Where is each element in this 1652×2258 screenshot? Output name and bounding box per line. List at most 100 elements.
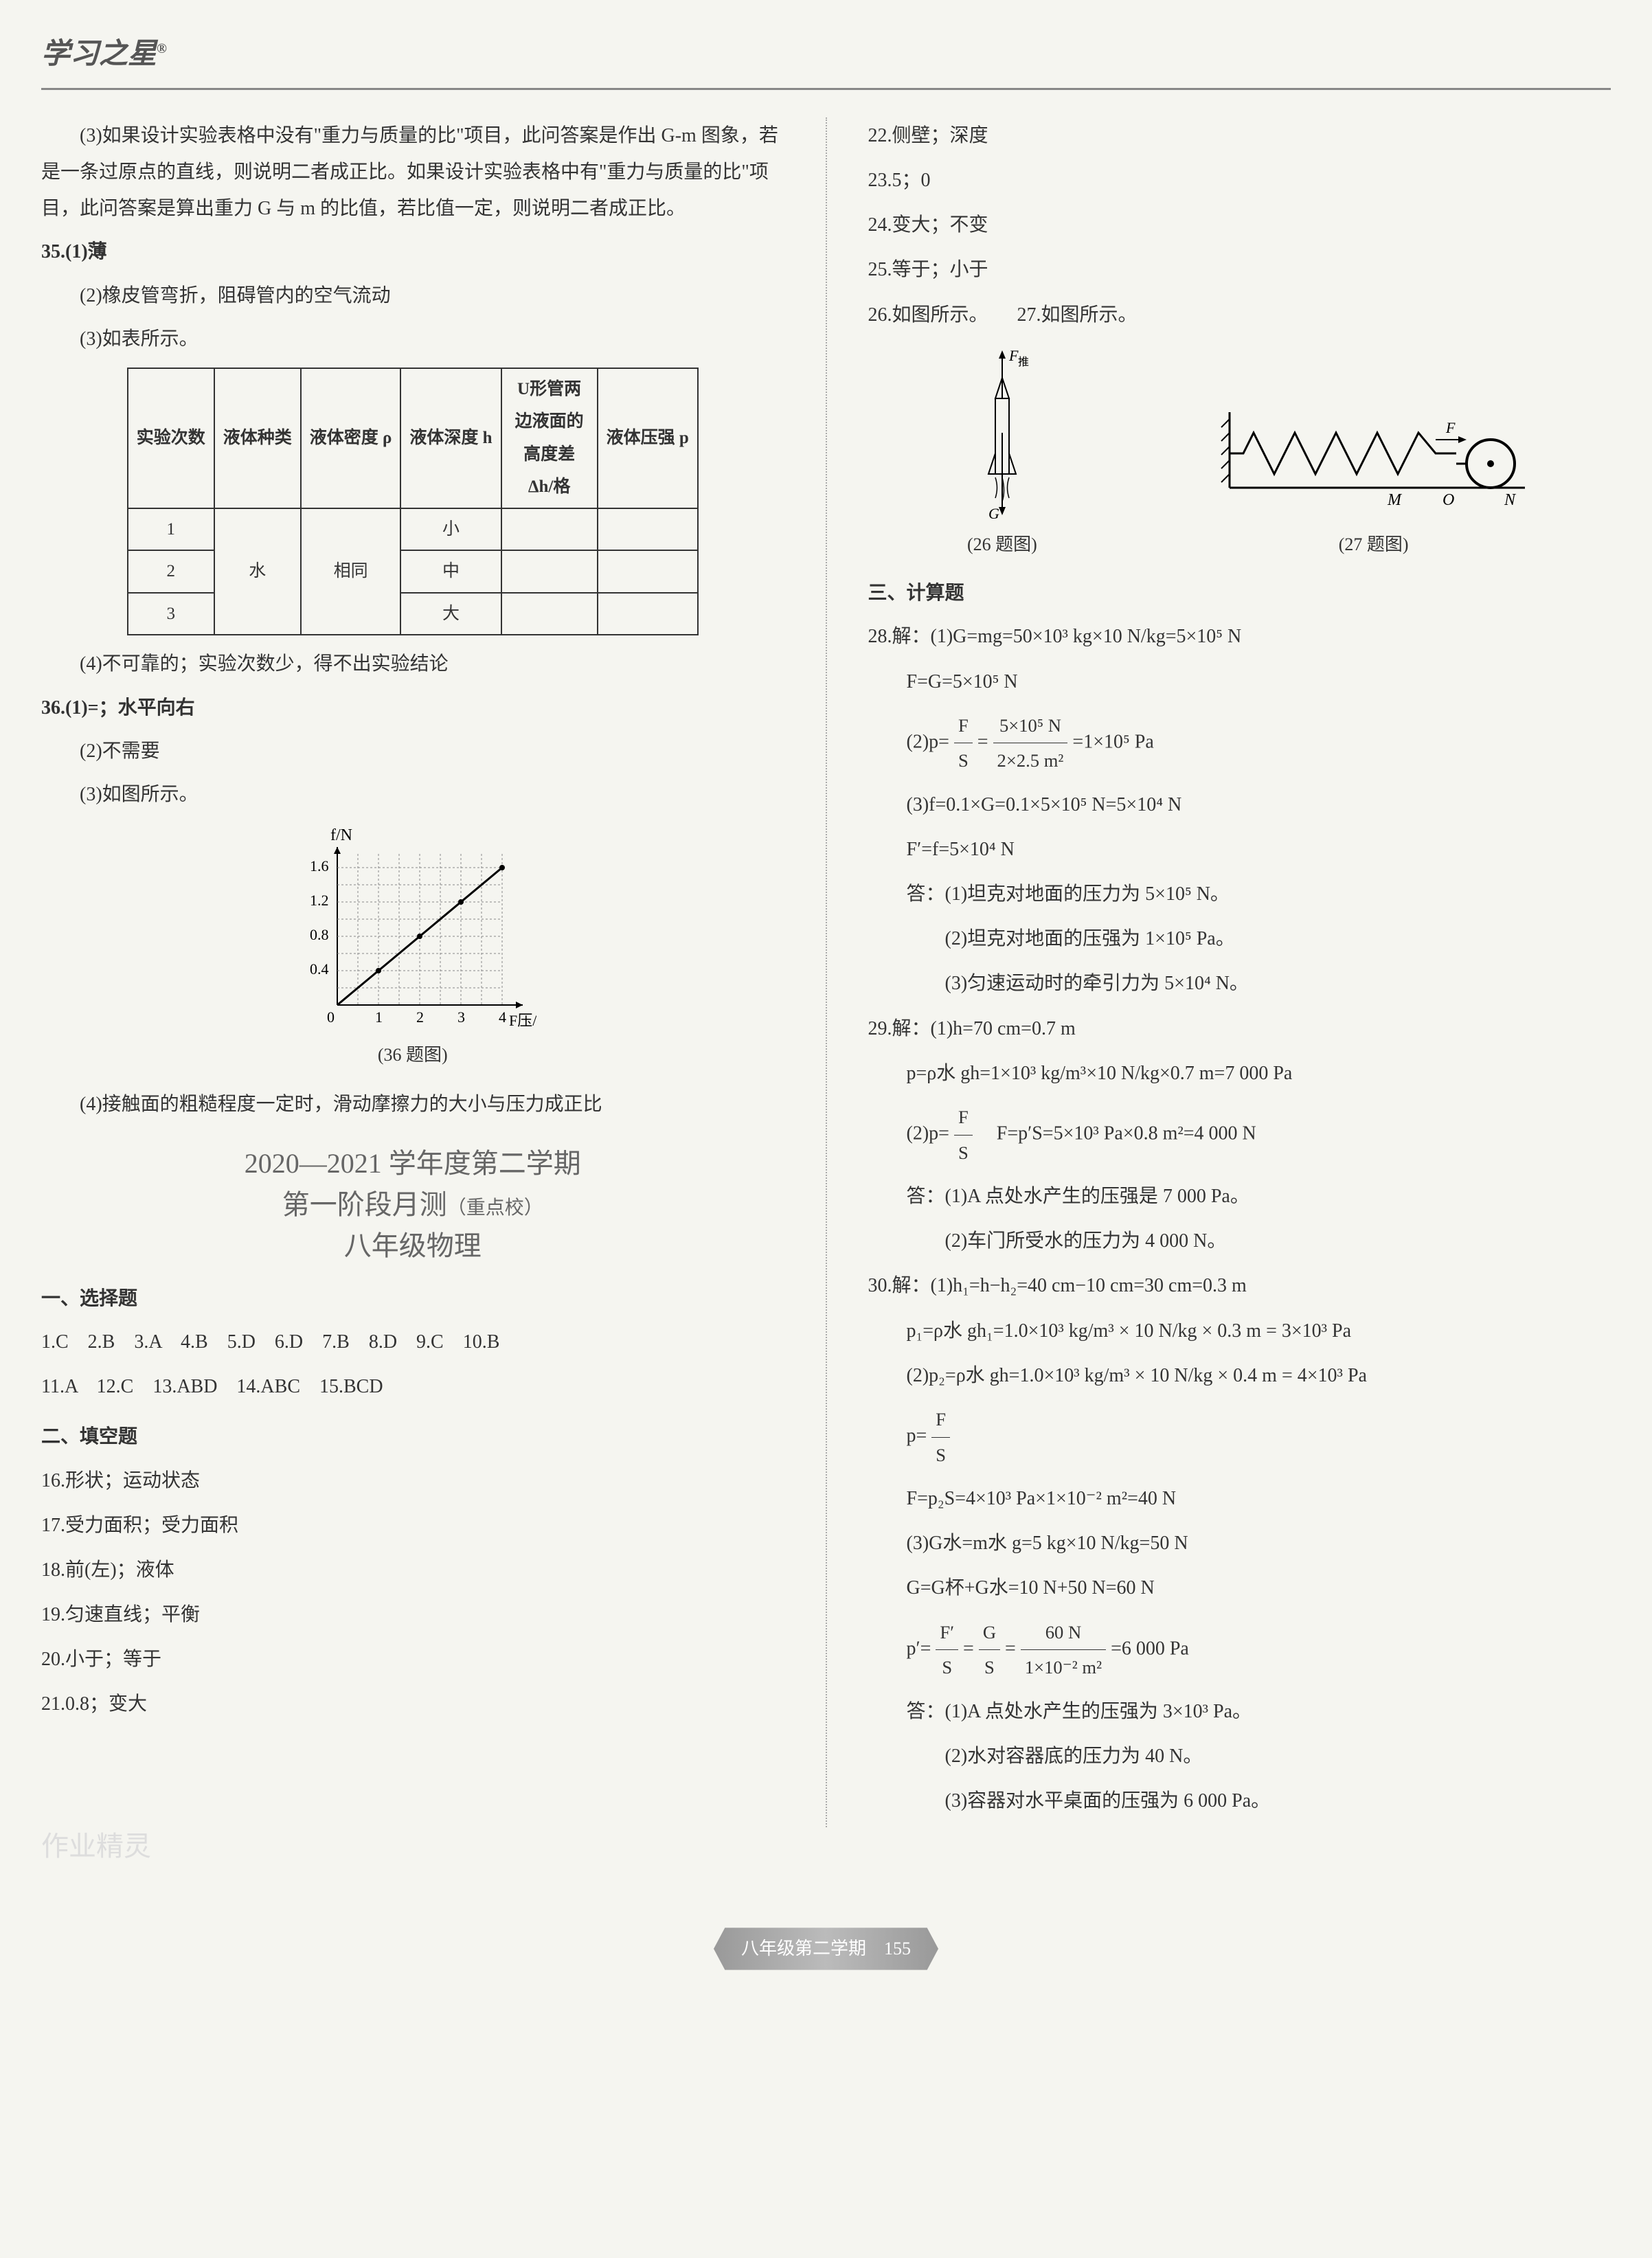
two-column-layout: (3)如果设计实验表格中没有"重力与质量的比"项目，此问答案是作出 G-m 图象…: [41, 117, 1611, 1827]
ylabel: f/N: [330, 826, 352, 844]
th: 液体压强 p: [598, 368, 698, 508]
svg-text:0.8: 0.8: [310, 926, 329, 943]
q29-a1: 答：(1)A 点处水产生的压强是 7 000 Pa。: [868, 1178, 1611, 1215]
fig-27: F M O N (27 题图): [1216, 398, 1532, 561]
table-row: 1 水 相同 小: [128, 508, 698, 551]
q28-a2: (2)坦克对地面的压强为 1×10⁵ Pa。: [868, 921, 1611, 957]
svg-text:0: 0: [327, 1008, 335, 1026]
a23: 23.5；0: [868, 162, 1611, 199]
q35-1: 35.(1)薄: [41, 234, 784, 270]
xlabel: F压/N: [509, 1012, 536, 1029]
a17: 17.受力面积；受力面积: [41, 1507, 784, 1544]
q36-3: (3)如图所示。: [41, 776, 784, 813]
footer-badge: 八年级第二学期 155: [714, 1928, 938, 1969]
q28-l4: (3)f=0.1×G=0.1×5×10⁵ N=5×10⁴ N: [868, 787, 1611, 823]
q30-l7: G=G杯+G水=10 N+50 N=60 N: [868, 1570, 1611, 1606]
brand-sup: ®: [157, 41, 167, 56]
q30-a1: 答：(1)A 点处水产生的压强为 3×10³ Pa。: [868, 1693, 1611, 1730]
brand-header: 学习之星®: [41, 27, 1611, 90]
section-3-head: 三、计算题: [868, 575, 1611, 611]
section-2-head: 二、填空题: [41, 1419, 784, 1455]
q29-l3: (2)p= FS F=p′S=5×10³ Pa×0.8 m²=4 000 N: [868, 1100, 1611, 1170]
q30-a3: (3)容器对水平桌面的压强为 6 000 Pa。: [868, 1783, 1611, 1819]
svg-text:F: F: [1008, 347, 1019, 364]
fig-26: F 推 G (26 题图): [947, 343, 1057, 561]
table-header-row: 实验次数 液体种类 液体密度 ρ 液体深度 h U形管两边液面的高度差 Δh/格…: [128, 368, 698, 508]
a22: 22.侧壁；深度: [868, 117, 1611, 154]
svg-text:2: 2: [416, 1008, 424, 1026]
q28-l1: 28.解：(1)G=mg=50×10³ kg×10 N/kg=5×10⁵ N: [868, 618, 1611, 655]
brand-name: 学习之星: [41, 38, 157, 70]
q28-l2: F=G=5×10⁵ N: [868, 664, 1611, 700]
q30-l4: p= FS: [868, 1402, 1611, 1472]
svg-text:0.4: 0.4: [310, 960, 329, 978]
q28-l5: F′=f=5×10⁴ N: [868, 831, 1611, 868]
line-graph-svg: f/N: [289, 826, 536, 1032]
column-divider: [826, 117, 827, 1827]
svg-text:F: F: [1445, 419, 1456, 436]
rocket-diagram: F 推 G: [947, 343, 1057, 522]
fraction: FS: [931, 1402, 950, 1472]
q30-l6: (3)G水=m水 g=5 kg×10 N/kg=50 N: [868, 1525, 1611, 1561]
svg-text:G: G: [988, 505, 999, 522]
q36-2: (2)不需要: [41, 733, 784, 769]
q30-l5: F=p₂S=4×10³ Pa×1×10⁻² m²=40 N: [868, 1480, 1611, 1517]
q30-l8: p′= F′S = GS = 60 N1×10⁻² m² =6 000 Pa: [868, 1615, 1611, 1685]
th: 液体密度 ρ: [301, 368, 401, 508]
q35-4: (4)不可靠的；实验次数少，得不出实验结论: [41, 646, 784, 682]
a16: 16.形状；运动状态: [41, 1463, 784, 1499]
q28-a3: (3)匀速运动时的牵引力为 5×10⁴ N。: [868, 965, 1611, 1002]
q36-graph: f/N: [41, 826, 784, 1072]
th: 液体深度 h: [400, 368, 501, 508]
q30-a2: (2)水对容器底的压力为 40 N。: [868, 1738, 1611, 1774]
th: U形管两边液面的高度差 Δh/格: [501, 368, 598, 508]
svg-text:1: 1: [375, 1008, 383, 1026]
svg-text:M: M: [1387, 491, 1403, 509]
svg-text:3: 3: [457, 1008, 465, 1026]
svg-text:1.2: 1.2: [310, 892, 329, 909]
svg-text:N: N: [1504, 491, 1517, 509]
section-1-head: 一、选择题: [41, 1280, 784, 1317]
q35-3: (3)如表所示。: [41, 321, 784, 357]
q28-a1: 答：(1)坦克对地面的压力为 5×10⁵ N。: [868, 876, 1611, 912]
a19: 19.匀速直线；平衡: [41, 1596, 784, 1633]
a25: 25.等于；小于: [868, 251, 1611, 288]
q30-l2: p₁=ρ水 gh₁=1.0×10³ kg/m³ × 10 N/kg × 0.3 …: [868, 1313, 1611, 1349]
a24: 24.变大；不变: [868, 207, 1611, 243]
right-column: 22.侧壁；深度 23.5；0 24.变大；不变 25.等于；小于 26.如图所…: [868, 117, 1611, 1827]
fraction: 5×10⁵ N2×2.5 m²: [993, 708, 1068, 778]
spring-diagram: F M O N: [1216, 398, 1532, 522]
graph-caption: (36 题图): [41, 1038, 784, 1072]
svg-text:4: 4: [499, 1008, 506, 1026]
q36-4: (4)接触面的粗糙程度一定时，滑动摩擦力的大小与压力成正比: [41, 1086, 784, 1122]
table-row: 2 中: [128, 550, 698, 593]
fraction: GS: [979, 1615, 1000, 1685]
fraction: 60 N1×10⁻² m²: [1021, 1615, 1106, 1685]
a20: 20.小于；等于: [41, 1641, 784, 1678]
th: 液体种类: [214, 368, 301, 508]
q29-l2: p=ρ水 gh=1×10³ kg/m³×10 N/kg×0.7 m=7 000 …: [868, 1055, 1611, 1092]
mc-answers-2: 11.A 12.C 13.ABD 14.ABC 15.BCD: [41, 1368, 784, 1405]
svg-text:O: O: [1442, 491, 1454, 509]
q28-l3: (2)p= FS = 5×10⁵ N2×2.5 m² =1×10⁵ Pa: [868, 708, 1611, 778]
a26-27: 26.如图所示。 27.如图所示。: [868, 297, 1611, 333]
fraction: FS: [954, 708, 973, 778]
q36-1: 36.(1)=；水平向右: [41, 690, 784, 726]
left-column: (3)如果设计实验表格中没有"重力与质量的比"项目，此问答案是作出 G-m 图象…: [41, 117, 784, 1827]
table-row: 3 大: [128, 593, 698, 635]
exam-title: 2020—2021 学年度第二学期 第一阶段月测（重点校） 八年级物理: [41, 1143, 784, 1267]
q30-l3: (2)p₂=ρ水 gh=1.0×10³ kg/m³ × 10 N/kg × 0.…: [868, 1357, 1611, 1394]
a18: 18.前(左)；液体: [41, 1552, 784, 1588]
mc-answers-1: 1.C 2.B 3.A 4.B 5.D 6.D 7.B 8.D 9.C 10.B: [41, 1324, 784, 1360]
experiment-table: 实验次数 液体种类 液体密度 ρ 液体深度 h U形管两边液面的高度差 Δh/格…: [127, 368, 699, 636]
figures-26-27: F 推 G (26 题图): [868, 343, 1611, 561]
watermark: 作业精灵: [41, 1820, 1611, 1873]
fraction: F′S: [936, 1615, 958, 1685]
svg-text:1.6: 1.6: [310, 857, 329, 874]
page-footer: 八年级第二学期 155: [41, 1928, 1611, 1969]
q35-head: 35.(1)薄: [41, 241, 107, 262]
svg-text:推: 推: [1018, 356, 1029, 368]
q35-2: (2)橡皮管弯折，阻碍管内的空气流动: [41, 278, 784, 314]
a21: 21.0.8；变大: [41, 1686, 784, 1722]
q29-l1: 29.解：(1)h=70 cm=0.7 m: [868, 1011, 1611, 1047]
